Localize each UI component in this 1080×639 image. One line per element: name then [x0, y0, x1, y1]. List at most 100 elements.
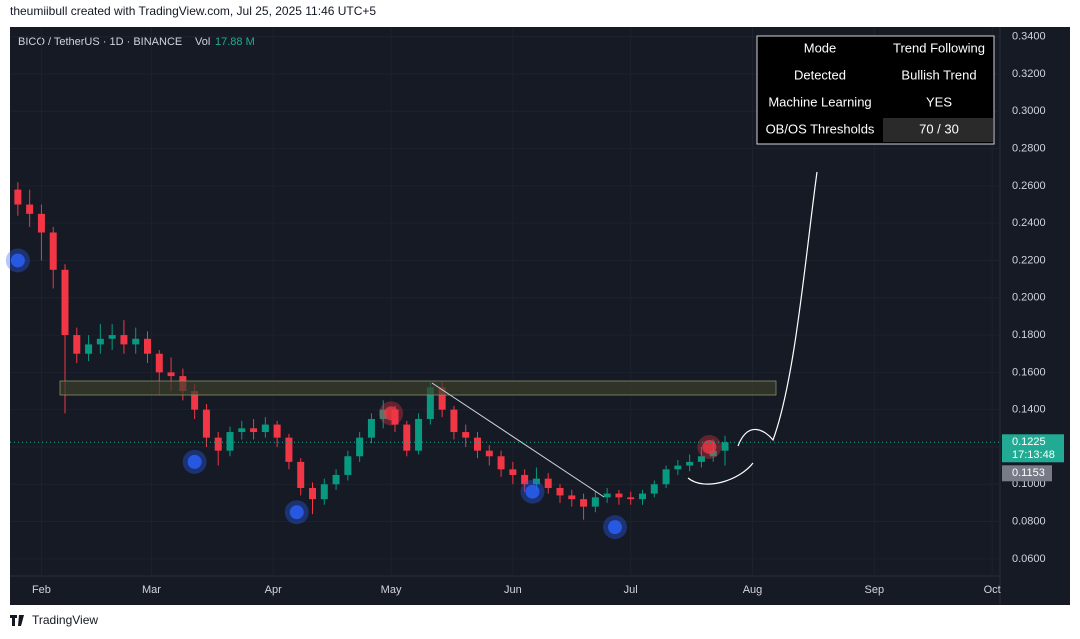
candle-body — [214, 437, 222, 451]
candle-body — [14, 189, 22, 205]
candle-body — [155, 353, 163, 373]
candle-body — [108, 335, 116, 339]
projection-drawing — [737, 171, 818, 447]
countdown: 17:13:48 — [1012, 449, 1055, 461]
signal — [187, 454, 202, 469]
signal — [10, 253, 25, 268]
table-cell-bg — [883, 118, 993, 142]
price-label-bg — [1002, 465, 1052, 482]
y-tick-label: 0.0600 — [1012, 553, 1046, 565]
candle-body — [686, 461, 694, 466]
table-value: Bullish Trend — [901, 67, 976, 82]
candle-body — [662, 469, 670, 485]
trend-drawing — [431, 382, 605, 498]
signal — [702, 439, 717, 454]
candle-body — [144, 338, 151, 354]
x-tick-label: Feb — [32, 584, 51, 596]
candle-body — [521, 474, 529, 485]
price-label: 0.1225 — [1012, 436, 1046, 448]
plot — [5, 27, 1000, 576]
candle-body — [674, 465, 682, 470]
curve-drawing — [687, 462, 754, 485]
x-tick-label: Jun — [504, 584, 522, 596]
candle-body — [462, 432, 470, 438]
candle-body — [697, 456, 705, 462]
table-key: Detected — [794, 67, 846, 82]
y-tick-label: 0.1800 — [1012, 329, 1046, 341]
signal — [608, 520, 622, 535]
candle-body — [132, 338, 140, 345]
candle-body — [202, 409, 210, 438]
x-tick-label: Apr — [265, 584, 282, 596]
candle-body — [85, 344, 93, 354]
y-tick-label: 0.2200 — [1012, 254, 1046, 266]
zone-drawing — [59, 380, 777, 396]
logo-icon — [10, 615, 24, 626]
candle-body — [191, 391, 199, 410]
candle-body — [509, 469, 517, 475]
x-tick-label: Sep — [864, 584, 884, 596]
table-value: Trend Following — [893, 40, 985, 55]
candle-body — [37, 213, 45, 233]
candle-body — [167, 372, 175, 377]
x-tick-label: Oct — [984, 584, 1001, 596]
candle-body — [568, 495, 576, 500]
candle-body — [250, 428, 258, 433]
table-value: 70 / 30 — [919, 121, 959, 136]
y-tick-label: 0.1400 — [1012, 404, 1046, 416]
candle-body — [261, 424, 269, 433]
candle-body — [639, 493, 646, 500]
x-tick-label: May — [381, 584, 402, 596]
table-key: Mode — [804, 40, 837, 55]
status-table: Mode Trend Following Detected Bullish Trend… — [756, 35, 995, 145]
candle-body — [721, 442, 729, 451]
candle-body — [320, 484, 328, 500]
y-tick-label: 0.3400 — [1012, 31, 1046, 43]
candle-body — [591, 497, 599, 507]
candle-body — [603, 493, 611, 498]
volume-value: 17.88 M — [215, 36, 255, 48]
candle-body — [426, 387, 434, 419]
price-label: 0.1153 — [1012, 467, 1045, 479]
candle-body — [367, 418, 375, 438]
candle-body — [285, 437, 293, 462]
signal — [384, 406, 399, 421]
candle-body — [497, 456, 505, 470]
candle-body — [580, 499, 588, 507]
y-tick-label: 0.2600 — [1012, 180, 1046, 192]
y-tick-label: 0.2400 — [1012, 217, 1046, 229]
candle-body — [485, 450, 493, 457]
candle-body — [73, 335, 81, 354]
footer: TradingView — [32, 613, 98, 627]
candle-body — [120, 335, 128, 345]
candle-body — [273, 424, 281, 438]
candle-body — [332, 474, 340, 485]
candle-body — [450, 409, 458, 433]
candle-body — [49, 232, 57, 270]
table-value: YES — [926, 94, 952, 109]
header: theumiibull created with TradingView.com… — [10, 4, 377, 18]
candle-body — [627, 497, 635, 500]
candle-body — [403, 424, 411, 451]
symbol: BICO / TetherUS · 1D · BINANCE — [18, 36, 182, 48]
table-key: OB/OS Thresholds — [766, 121, 875, 136]
candle-body — [556, 487, 564, 496]
y-tick-label: 0.0800 — [1012, 515, 1046, 527]
candle-body — [61, 269, 69, 336]
candle-body — [474, 437, 481, 451]
candle-body — [26, 204, 34, 214]
table-key: Machine Learning — [768, 94, 871, 109]
y-tick-label: 0.1600 — [1012, 366, 1046, 378]
volume-label: Vol — [195, 36, 210, 48]
candle-body — [532, 478, 540, 485]
candle-body — [356, 437, 364, 457]
x-tick-label: Mar — [142, 584, 161, 596]
y-tick-label: 0.3200 — [1012, 68, 1046, 80]
candle-body — [415, 418, 423, 451]
signal — [525, 484, 540, 499]
candle-body — [379, 409, 387, 419]
candle-body — [238, 428, 246, 433]
candle-body — [297, 461, 305, 488]
